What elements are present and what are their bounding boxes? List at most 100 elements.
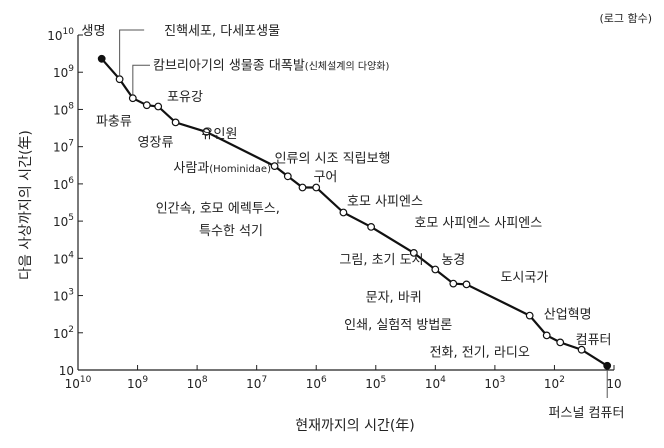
event-label-text: 산업혁명: [544, 308, 592, 323]
x-tick-label: 1010: [65, 375, 92, 391]
x-axis-title: 현재까지의 시간(年): [295, 418, 415, 434]
data-point: [298, 183, 307, 192]
event-label-text: 캄브리아기의 생물종 대폭발: [153, 58, 305, 73]
x-tick-label: 102: [544, 375, 565, 391]
x-tick-label: 104: [425, 375, 446, 391]
event-label: 영장류: [138, 136, 174, 151]
data-point: [556, 338, 565, 347]
series-layer: [100, 58, 608, 367]
event-label: 농경: [441, 253, 465, 268]
event-label: 사람과(Hominidae): [173, 161, 271, 176]
event-label-text: 유인원: [202, 127, 238, 142]
event-label: 산업혁명: [544, 308, 592, 323]
data-point: [171, 118, 180, 127]
data-point: [431, 265, 440, 274]
event-label-text: 인류의 시조 직립보행: [275, 150, 391, 166]
y-tick-label: 107: [53, 139, 74, 155]
data-point: [577, 345, 586, 354]
event-label-text: 구어: [313, 170, 337, 185]
event-label: 인류의 시조 직립보행: [275, 150, 391, 166]
event-label: 진핵세포, 다세포생물: [164, 24, 280, 39]
event-label-text: 생명: [82, 24, 106, 39]
event-label: 생명: [82, 24, 106, 39]
event-label: 구어: [313, 170, 337, 185]
axes: 1010 109 108 107 106 105 104 103 102 101010109108…: [47, 27, 621, 391]
y-tick-label: 1010: [47, 27, 74, 43]
x-tick-label: 106: [306, 375, 327, 391]
leader-line: [132, 64, 151, 95]
x-tick-label: 103: [484, 375, 505, 391]
y-tick-label: 106: [53, 176, 74, 192]
event-label-text: 컴퓨터: [576, 333, 612, 348]
leader-line: [119, 29, 145, 76]
data-point: [525, 311, 534, 320]
event-label-text: 퍼스널 컴퓨터: [549, 406, 625, 421]
event-label-text: 진핵세포, 다세포생물: [164, 24, 280, 39]
event-label-text: 농경: [441, 253, 465, 268]
event-label-text: 문자, 바퀴: [366, 290, 422, 305]
y-tick-label: 109: [53, 64, 74, 80]
event-label-text: 전화, 전기, 라디오: [430, 346, 530, 361]
event-label-text: 호모 사피엔스 사피엔스: [414, 216, 542, 231]
y-tick-label: 108: [53, 101, 74, 117]
event-label: 도시국가: [500, 270, 548, 285]
data-point: [97, 54, 106, 63]
event-label-text: 호모 사피엔스: [347, 195, 423, 210]
event-label: 문자, 바퀴: [366, 290, 422, 305]
y-axis-title: 다음 사상까지의 시간(年): [18, 130, 34, 280]
x-tick-label: 108: [187, 375, 208, 391]
y-tick-label: 104: [53, 250, 74, 266]
event-label-text: 영장류: [138, 136, 174, 151]
data-point: [283, 172, 292, 181]
x-tick-label: 10: [606, 377, 621, 391]
event-label: 특수한 석기: [199, 224, 263, 239]
x-tick-label: 105: [365, 375, 386, 391]
data-point: [409, 248, 418, 257]
data-point: [154, 102, 163, 111]
data-point: [115, 75, 124, 84]
y-tick-label: 103: [53, 288, 74, 304]
event-label-text: 포유강: [167, 90, 203, 105]
event-label: 호모 사피엔스 사피엔스: [414, 216, 542, 231]
event-label-text: 특수한 석기: [199, 224, 263, 239]
event-label: 컴퓨터: [576, 333, 612, 348]
y-tick-label: 102: [53, 325, 74, 341]
data-point: [367, 222, 376, 231]
event-series-line: [100, 58, 608, 367]
data-point: [462, 280, 471, 289]
data-point: [449, 279, 458, 288]
event-label: 전화, 전기, 라디오: [430, 346, 530, 361]
data-point: [312, 183, 321, 192]
event-label: 인쇄, 실험적 방법론: [344, 318, 452, 333]
event-label: 파충류: [96, 115, 132, 130]
x-tick-label: 107: [246, 375, 267, 391]
y-tick-label: 10: [59, 364, 74, 378]
event-label-text: 파충류: [96, 115, 132, 130]
event-label: 퍼스널 컴퓨터: [549, 406, 625, 421]
data-point: [202, 127, 211, 136]
event-label-text: 그림, 초기 도시: [339, 253, 423, 268]
event-label-text: 도시국가: [500, 270, 548, 285]
data-point: [142, 101, 151, 110]
data-point: [542, 331, 551, 340]
event-label: 포유강: [167, 90, 203, 105]
event-label: 인간속, 호모 에렉투스,: [156, 202, 280, 217]
data-point: [339, 208, 348, 217]
event-label-note: (신체설계의 다양화): [305, 60, 390, 72]
data-point: [603, 361, 612, 370]
leader-lines: [119, 29, 608, 398]
event-label-note: (Hominidae): [209, 164, 271, 175]
data-point: [128, 94, 137, 103]
data-point: [270, 162, 279, 171]
scale-note: (로그 함수): [599, 12, 652, 25]
x-tick-label: 109: [127, 375, 148, 391]
data-points: [97, 54, 612, 370]
event-label: 그림, 초기 도시: [339, 253, 423, 268]
event-label-text: 사람과: [173, 161, 209, 176]
event-label: 유인원: [202, 127, 238, 142]
event-label-text: 인간속, 호모 에렉투스,: [156, 202, 280, 217]
event-label: 호모 사피엔스: [347, 195, 423, 210]
event-label: 캄브리아기의 생물종 대폭발(신체설계의 다양화): [153, 58, 389, 73]
